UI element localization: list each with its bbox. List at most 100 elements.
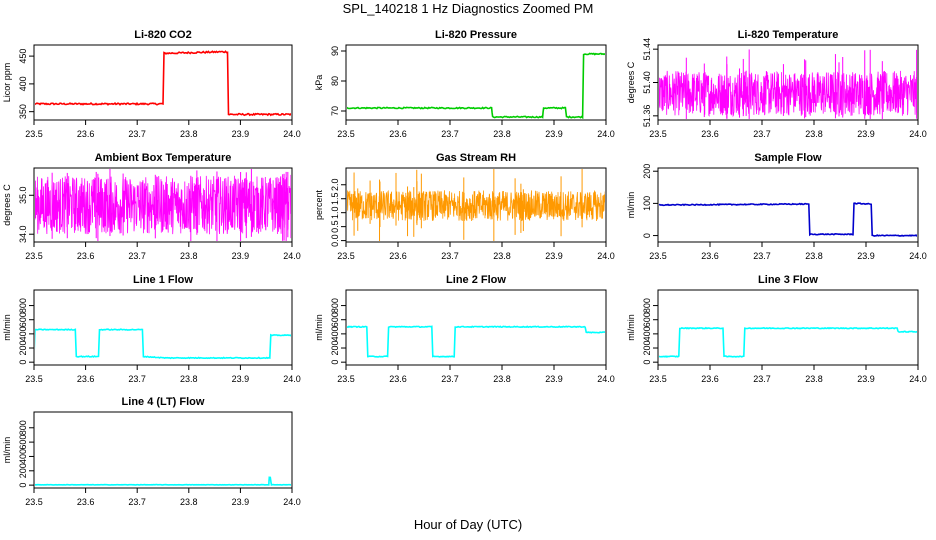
- panel-2: Li-820 Pressure 23.5 23.6 23.7 23.8 23.9 24.0 7…: [314, 29, 615, 139]
- plot-data: [35, 50, 291, 117]
- y-tick-label: 400: [18, 326, 28, 341]
- x-tick-label: 23.5: [337, 129, 355, 139]
- y-tick-label: 70: [330, 106, 340, 116]
- x-tick-label: 23.8: [180, 129, 198, 139]
- x-tick-label: 23.6: [77, 251, 95, 261]
- series-line: [659, 326, 917, 358]
- x-tick-label: 23.8: [493, 129, 511, 139]
- x-tick-label: 23.7: [128, 374, 146, 384]
- x-tick-label: 23.7: [441, 374, 459, 384]
- y-tick-label: 600: [642, 312, 652, 327]
- panel-6: Sample Flow 23.5 23.6 23.7 23.8 23.9 24.0 0 100 2…: [626, 152, 927, 261]
- y-tick-label: 0: [642, 233, 652, 238]
- y-tick-label: 600: [330, 312, 340, 327]
- plot-data: [347, 52, 605, 119]
- x-tick-label: 23.7: [753, 251, 771, 261]
- y-tick-label: 200: [330, 341, 340, 356]
- x-axis-title: Hour of Day (UTC): [413, 517, 523, 532]
- panel-4: Ambient Box Temperature 23.5 23.6 23.7 23.8 2…: [2, 152, 301, 261]
- x-tick-label: 23.7: [128, 129, 146, 139]
- y-tick-label: 800: [18, 420, 28, 435]
- x-tick-label: 23.5: [337, 251, 355, 261]
- x-tick-label: 23.7: [441, 129, 459, 139]
- plot-data: [659, 49, 917, 119]
- y-axis-label: ml/min: [2, 314, 12, 341]
- x-tick-label: 23.6: [389, 374, 407, 384]
- x-tick-label: 23.6: [701, 129, 719, 139]
- panel-title: Line 1 Flow: [133, 274, 193, 286]
- y-axis-label: ml/min: [314, 314, 324, 341]
- x-tick-label: 23.9: [857, 251, 875, 261]
- series-line: [659, 70, 917, 118]
- panel-title: Li-820 Pressure: [435, 29, 517, 41]
- y-tick-label: 400: [330, 326, 340, 341]
- x-tick-label: 23.5: [649, 374, 667, 384]
- x-tick-label: 23.9: [232, 497, 250, 507]
- y-tick-label: 0: [642, 360, 652, 365]
- panel-10: Line 4 (LT) Flow 23.5 23.6 23.7 23.8 23.9 24.0…: [2, 396, 301, 507]
- x-tick-label: 23.8: [805, 374, 823, 384]
- y-tick-label: 35.0: [18, 186, 28, 204]
- x-tick-label: 23.8: [805, 251, 823, 261]
- x-tick-label: 24.0: [597, 374, 615, 384]
- plot-frame: [345, 44, 607, 121]
- x-tick-label: 23.9: [545, 251, 563, 261]
- panel-title: Line 4 (LT) Flow: [122, 396, 205, 408]
- y-tick-label: 200: [642, 341, 652, 356]
- plot-frame: [33, 411, 293, 489]
- y-tick-label: 51.36: [642, 105, 652, 128]
- x-tick-label: 23.6: [701, 251, 719, 261]
- y-tick-label: 200: [642, 164, 652, 179]
- y-axis-label: kPa: [314, 75, 324, 91]
- y-tick-label: 34.0: [18, 225, 28, 243]
- plot-frame: [33, 167, 293, 243]
- x-tick-label: 23.6: [77, 497, 95, 507]
- y-tick-label: 600: [18, 435, 28, 450]
- x-tick-label: 24.0: [909, 374, 927, 384]
- figure-title: SPL_140218 1 Hz Diagnostics Zoomed PM: [342, 1, 594, 16]
- panel-title: Ambient Box Temperature: [95, 152, 232, 164]
- panel-title: Sample Flow: [754, 152, 822, 164]
- y-axis-label: ml/min: [626, 314, 636, 341]
- x-tick-label: 23.9: [232, 374, 250, 384]
- x-tick-label: 24.0: [597, 251, 615, 261]
- y-tick-label: 51.40: [642, 71, 652, 94]
- panel-title: Li-820 Temperature: [738, 29, 839, 41]
- x-tick-label: 24.0: [283, 129, 301, 139]
- x-tick-label: 23.5: [649, 129, 667, 139]
- series-line: [35, 50, 291, 117]
- x-tick-label: 23.6: [77, 374, 95, 384]
- y-tick-label: 100: [642, 196, 652, 211]
- y-tick-label: 400: [642, 326, 652, 341]
- series-line: [347, 189, 605, 222]
- y-tick-label: 80: [330, 76, 340, 86]
- panel-8: Line 2 Flow 23.5 23.6 23.7 23.8 23.9 24.0 0 2004…: [314, 274, 615, 384]
- y-tick-label: 200: [18, 341, 28, 356]
- x-tick-label: 23.5: [649, 251, 667, 261]
- plot-frame: [33, 289, 293, 366]
- y-tick-label: 1.0: [330, 206, 340, 219]
- panel-5: Gas Stream RH 23.5 23.6 23.7 23.8 23.9 24.0 0.0…: [314, 152, 615, 261]
- y-tick-label: 2.0: [330, 178, 340, 191]
- y-tick-label: 800: [18, 298, 28, 313]
- x-tick-label: 23.7: [128, 497, 146, 507]
- x-tick-label: 23.6: [701, 374, 719, 384]
- y-axis-label: ml/min: [2, 437, 12, 464]
- panel-7: Line 1 Flow 23.5 23.6 23.7 23.8 23.9 24.0 0 2004…: [2, 274, 301, 384]
- x-tick-label: 23.5: [25, 251, 43, 261]
- x-tick-label: 24.0: [909, 129, 927, 139]
- y-tick-label: 800: [642, 298, 652, 313]
- x-tick-label: 23.9: [232, 129, 250, 139]
- x-tick-label: 24.0: [909, 251, 927, 261]
- panel-1: Li-820 CO2 23.5 23.6 23.7 23.8 23.9 24.0 350 400…: [2, 29, 301, 139]
- plot-data: [35, 169, 291, 241]
- x-tick-label: 23.8: [180, 497, 198, 507]
- panel-9: Line 3 Flow 23.5 23.6 23.7 23.8 23.9 24.0 0 2004…: [626, 274, 927, 384]
- y-tick-label: 400: [18, 76, 28, 91]
- plot-frame: [657, 289, 919, 366]
- plot-data: [35, 328, 291, 360]
- x-tick-label: 23.7: [128, 251, 146, 261]
- plot-data: [659, 202, 917, 237]
- x-tick-label: 23.7: [441, 251, 459, 261]
- y-axis-label: degrees C: [2, 184, 12, 226]
